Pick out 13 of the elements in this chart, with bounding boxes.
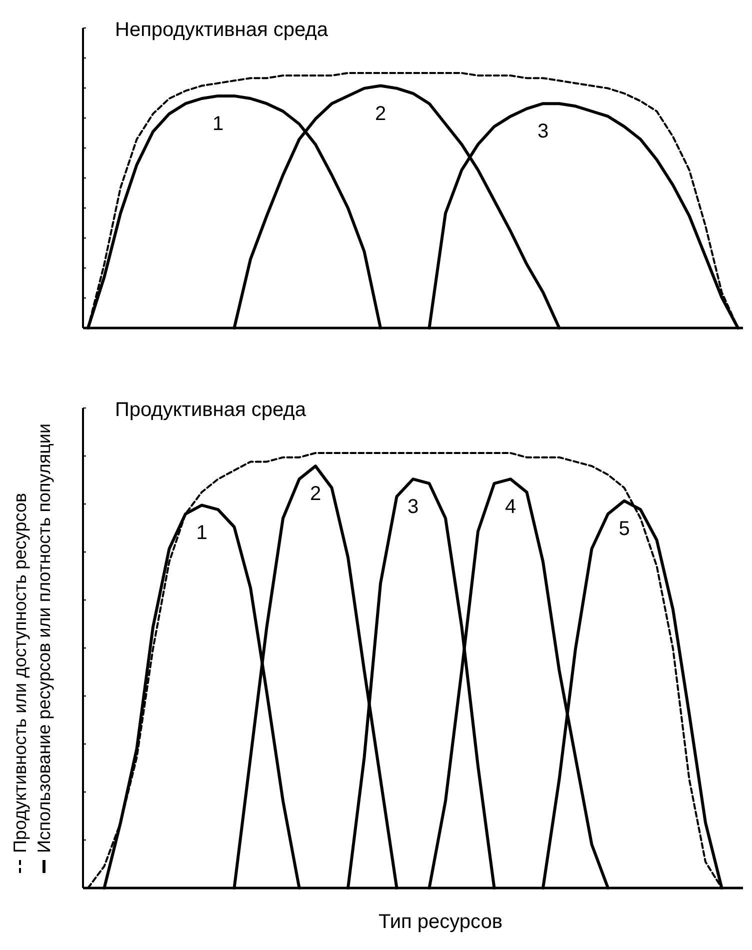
series-label: 3: [407, 496, 419, 518]
y-axis-title: Использование ресурсов или плотность популяции: [34, 423, 54, 853]
text: Продуктивность или доступность ресурсов: [10, 492, 30, 853]
series-label: 2: [374, 102, 386, 125]
series-label: 1: [196, 522, 208, 544]
series-label: 5: [618, 518, 630, 540]
series-label: 3: [537, 120, 549, 143]
chart-title: Продуктивная среда: [115, 399, 307, 421]
series-label: 4: [504, 496, 516, 518]
series-label: 1: [212, 112, 224, 135]
x-axis-title: Тип ресурсов: [378, 911, 503, 933]
chart-title: Непродуктивная среда: [115, 19, 329, 41]
series-label: 2: [310, 483, 322, 506]
